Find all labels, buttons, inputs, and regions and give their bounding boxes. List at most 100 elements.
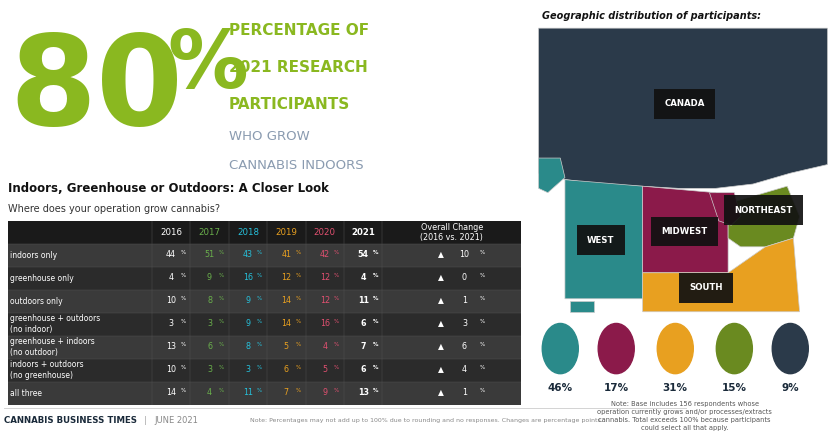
Text: 7: 7 (360, 342, 366, 351)
Polygon shape (570, 301, 595, 312)
Text: %: % (480, 365, 485, 370)
Text: 4: 4 (323, 342, 328, 351)
Text: CANNABIS BUSINESS TIMES: CANNABIS BUSINESS TIMES (4, 416, 137, 425)
Text: %: % (218, 319, 224, 324)
Text: %: % (257, 250, 262, 255)
Text: 42: 42 (320, 250, 330, 259)
Polygon shape (538, 158, 565, 193)
Text: %: % (167, 27, 248, 105)
Text: %: % (372, 342, 378, 347)
Text: %: % (181, 250, 186, 255)
Text: 8: 8 (207, 296, 212, 305)
Text: ▲: ▲ (438, 388, 444, 397)
Bar (8, 290, 521, 313)
Text: 6: 6 (207, 342, 212, 351)
Text: |: | (144, 416, 147, 425)
Text: 4: 4 (207, 388, 212, 397)
Text: SOUTH: SOUTH (690, 284, 723, 292)
Text: Geographic distribution of participants:: Geographic distribution of participants: (542, 11, 761, 21)
Text: 1: 1 (462, 388, 467, 397)
Polygon shape (643, 186, 728, 273)
Text: 6: 6 (462, 342, 467, 351)
Text: %: % (334, 250, 339, 255)
Circle shape (657, 323, 693, 374)
Text: Note: Base includes 156 respondents whose
operation currently grows and/or proce: Note: Base includes 156 respondents whos… (597, 401, 772, 430)
Text: %: % (372, 296, 378, 301)
Text: 9%: 9% (781, 383, 799, 393)
Text: indoors + outdoors
(no greenhouse): indoors + outdoors (no greenhouse) (10, 360, 84, 381)
Text: PERCENTAGE OF: PERCENTAGE OF (229, 23, 369, 38)
Text: %: % (218, 388, 224, 393)
Text: 2021 RESEARCH: 2021 RESEARCH (229, 60, 368, 75)
Text: 9: 9 (323, 388, 328, 397)
Text: 2018: 2018 (237, 228, 259, 237)
Text: Note: Percentages may not add up to 100% due to rounding and no responses. Chang: Note: Percentages may not add up to 100%… (250, 417, 602, 423)
Polygon shape (643, 238, 800, 312)
Text: %: % (480, 250, 485, 255)
Text: 16: 16 (320, 319, 330, 328)
Bar (8, 336, 521, 359)
Text: JUNE 2021: JUNE 2021 (155, 416, 198, 425)
Text: 9: 9 (245, 319, 250, 328)
Text: %: % (296, 388, 301, 393)
Text: ▲: ▲ (438, 273, 444, 282)
Text: %: % (372, 365, 378, 370)
Text: %: % (181, 296, 186, 301)
Text: 5: 5 (323, 365, 328, 374)
Polygon shape (565, 180, 643, 299)
Text: 12: 12 (320, 273, 330, 282)
Text: 15%: 15% (722, 383, 747, 393)
Text: %: % (181, 388, 186, 393)
Text: %: % (480, 342, 485, 347)
Text: ▲: ▲ (438, 342, 444, 351)
Text: 10: 10 (166, 296, 176, 305)
Text: 14: 14 (281, 319, 291, 328)
Text: greenhouse + indoors
(no outdoor): greenhouse + indoors (no outdoor) (10, 337, 95, 357)
Text: %: % (218, 296, 224, 301)
Text: Where does your operation grow cannabis?: Where does your operation grow cannabis? (8, 204, 220, 214)
Text: %: % (480, 388, 485, 393)
Text: %: % (257, 273, 262, 278)
Text: 11: 11 (358, 296, 369, 305)
Text: greenhouse only: greenhouse only (10, 274, 74, 283)
Text: 12: 12 (320, 296, 330, 305)
Text: ▲: ▲ (438, 250, 444, 259)
Text: 14: 14 (281, 296, 291, 305)
Text: WEST: WEST (587, 236, 614, 245)
Text: %: % (334, 342, 339, 347)
Text: 43: 43 (243, 250, 253, 259)
Text: %: % (480, 296, 485, 301)
Text: 5: 5 (284, 342, 289, 351)
Text: 13: 13 (166, 342, 176, 351)
Text: 4: 4 (169, 273, 174, 282)
Circle shape (772, 323, 808, 374)
Text: %: % (257, 296, 262, 301)
Text: 3: 3 (462, 319, 467, 328)
Text: %: % (296, 296, 301, 301)
Text: 2016: 2016 (160, 228, 182, 237)
Text: 9: 9 (207, 273, 212, 282)
Text: ▲: ▲ (438, 365, 444, 374)
Text: 8: 8 (245, 342, 250, 351)
Text: 44: 44 (166, 250, 176, 259)
Polygon shape (710, 193, 741, 225)
Text: CANADA: CANADA (664, 100, 705, 108)
Text: 10: 10 (459, 250, 470, 259)
Text: %: % (181, 365, 186, 370)
Text: 13: 13 (358, 388, 369, 397)
Circle shape (717, 323, 753, 374)
Text: %: % (372, 319, 378, 324)
Text: NORTHEAST: NORTHEAST (735, 206, 793, 214)
Text: %: % (334, 296, 339, 301)
Text: 6: 6 (284, 365, 289, 374)
Text: %: % (218, 342, 224, 347)
Text: indoors only: indoors only (10, 251, 58, 260)
Text: %: % (181, 319, 186, 324)
Text: 4: 4 (462, 365, 467, 374)
Text: PARTICIPANTS: PARTICIPANTS (229, 97, 350, 112)
Text: %: % (480, 319, 485, 324)
Text: 3: 3 (207, 365, 212, 374)
Text: %: % (334, 365, 339, 370)
Text: 14: 14 (166, 388, 176, 397)
Text: 54: 54 (358, 250, 369, 259)
